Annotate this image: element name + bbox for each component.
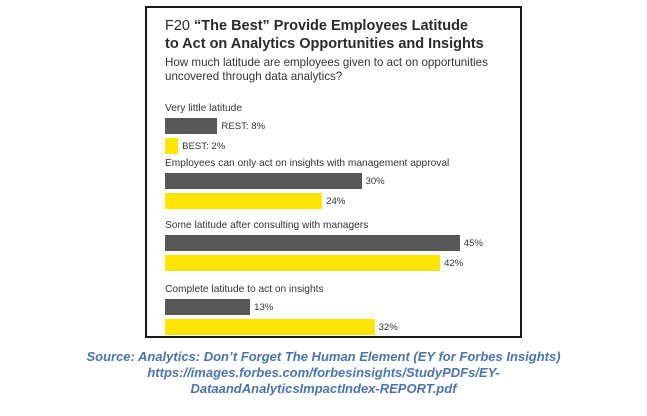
figure-code: F20 bbox=[165, 18, 190, 34]
data-label: 30% bbox=[365, 176, 385, 187]
chart-title: F20 “The Best” Provide Employees Latitud… bbox=[165, 17, 515, 53]
bar-best bbox=[165, 319, 375, 335]
chart-question: How much latitude are employees given to… bbox=[165, 56, 488, 83]
data-label: 13% bbox=[254, 302, 274, 313]
data-label: 42% bbox=[444, 258, 464, 269]
category-label: Some latitude after consulting with mana… bbox=[165, 220, 369, 231]
bar-best bbox=[165, 193, 323, 209]
bar-best bbox=[165, 255, 441, 271]
bar-rest bbox=[165, 118, 218, 134]
data-label: REST: 8% bbox=[221, 121, 266, 132]
chart-frame: F20 “The Best” Provide Employees Latitud… bbox=[145, 6, 522, 338]
title-line-1: “The Best” Provide Employees Latitude bbox=[194, 18, 468, 34]
source-caption: Source: Analytics: Don’t Forget The Huma… bbox=[0, 349, 647, 397]
source-line-2: https://images.forbes.com/forbesinsights… bbox=[147, 365, 500, 380]
category-label: Very little latitude bbox=[165, 103, 243, 114]
data-label: 24% bbox=[326, 196, 346, 207]
bar-rest bbox=[165, 173, 362, 189]
bar-best bbox=[165, 138, 179, 154]
bar-rest bbox=[165, 235, 460, 251]
data-label: 45% bbox=[463, 238, 483, 249]
category-label: Employees can only act on insights with … bbox=[165, 158, 450, 169]
bar-rest bbox=[165, 299, 251, 315]
data-label: 32% bbox=[378, 322, 398, 333]
source-line-3: DataandAnalyticsImpactIndex-REPORT.pdf bbox=[190, 381, 457, 396]
category-label: Complete latitude to act on insights bbox=[165, 284, 324, 295]
source-line-1: Source: Analytics: Don’t Forget The Huma… bbox=[86, 349, 561, 364]
data-label: BEST: 2% bbox=[182, 141, 226, 152]
title-line-2: to Act on Analytics Opportunities and In… bbox=[165, 36, 484, 52]
